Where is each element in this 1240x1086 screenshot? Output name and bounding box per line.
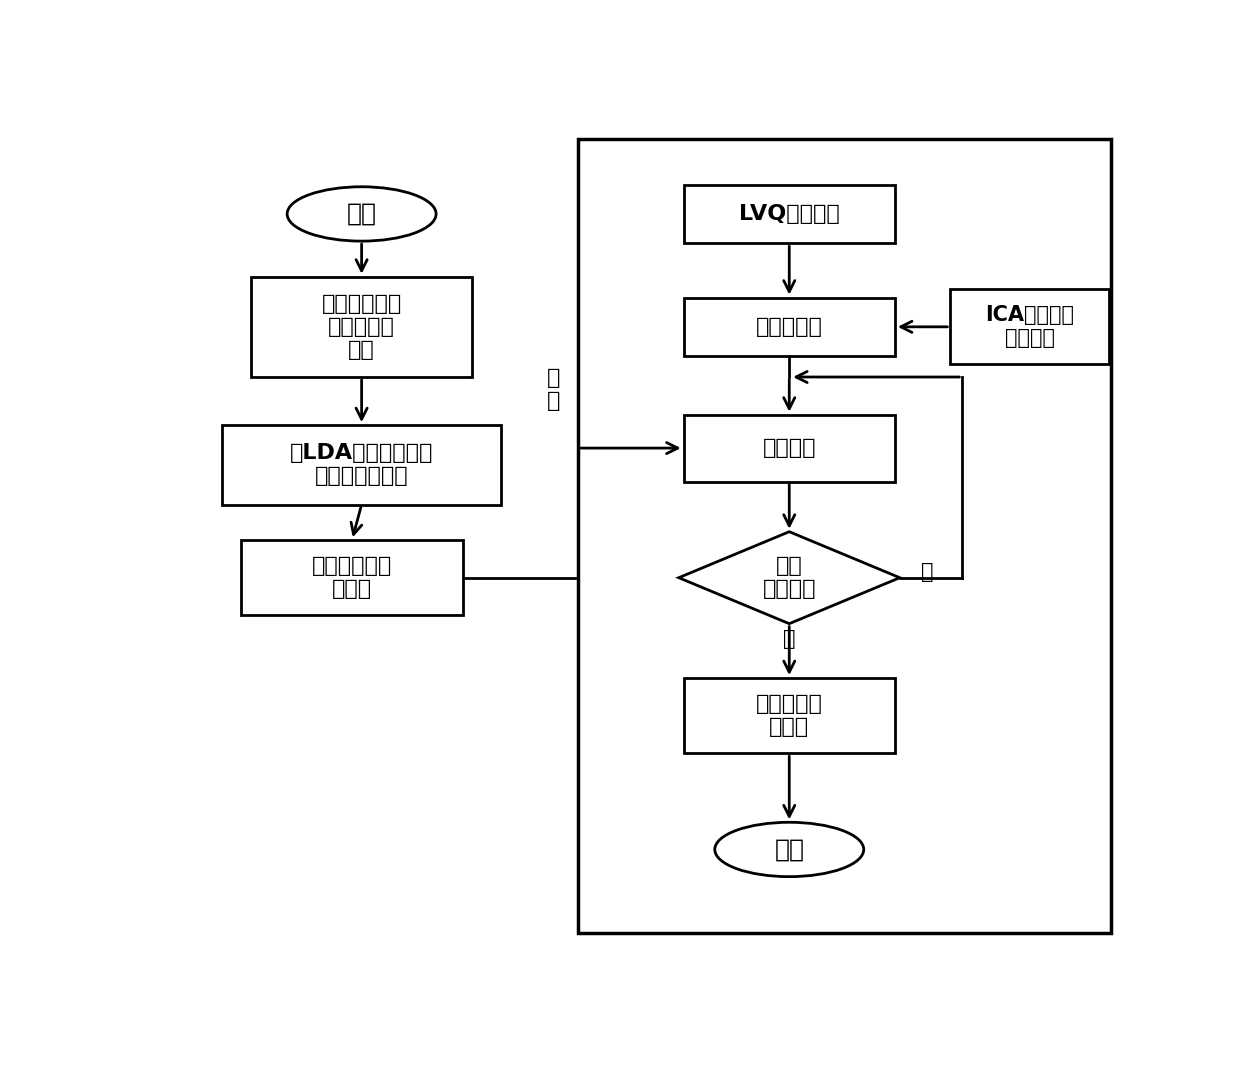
- Text: ICA算法优化
初始权值: ICA算法优化 初始权值: [985, 305, 1074, 349]
- Text: 选取典型化样
本及归一化
处理: 选取典型化样 本及归一化 处理: [321, 293, 402, 361]
- Text: 用LDA对上述处理过
的样本进行降维: 用LDA对上述处理过 的样本进行降维: [290, 443, 433, 487]
- Polygon shape: [678, 532, 900, 623]
- Text: 输
入: 输 入: [547, 368, 560, 412]
- Text: LVQ神经网络: LVQ神经网络: [739, 204, 839, 224]
- FancyBboxPatch shape: [683, 298, 895, 356]
- FancyBboxPatch shape: [250, 277, 472, 377]
- FancyBboxPatch shape: [242, 540, 463, 616]
- FancyBboxPatch shape: [683, 185, 895, 243]
- Text: 结束: 结束: [774, 837, 805, 861]
- Text: 是: 是: [782, 629, 796, 648]
- FancyBboxPatch shape: [950, 289, 1109, 365]
- Text: 训练学习: 训练学习: [763, 438, 816, 458]
- Text: 判定
训练次数: 判定 训练次数: [763, 556, 816, 599]
- Text: 输入故障分
类结果: 输入故障分 类结果: [756, 694, 822, 737]
- Text: 否: 否: [921, 561, 934, 582]
- Ellipse shape: [714, 822, 864, 876]
- Text: 开始: 开始: [347, 202, 377, 226]
- FancyBboxPatch shape: [683, 415, 895, 481]
- Text: 得到降维后的
样本集: 得到降维后的 样本集: [312, 556, 392, 599]
- FancyBboxPatch shape: [683, 678, 895, 754]
- Text: 初始化权值: 初始化权值: [756, 317, 822, 337]
- FancyBboxPatch shape: [222, 425, 501, 505]
- Ellipse shape: [288, 187, 436, 241]
- FancyBboxPatch shape: [578, 139, 1111, 933]
